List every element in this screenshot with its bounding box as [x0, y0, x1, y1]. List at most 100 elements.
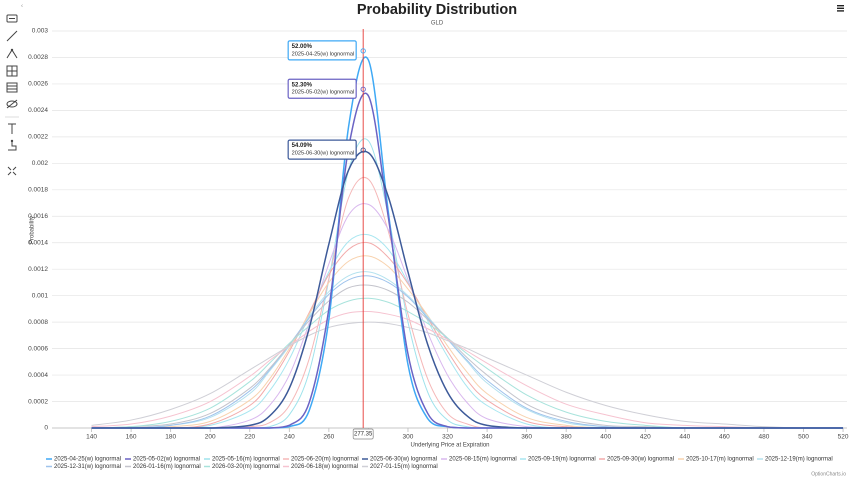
annotation-series: 2025-06-30(w) lognormal	[292, 151, 355, 157]
tool-fullscreen[interactable]	[7, 166, 17, 176]
x-tick-label: 440	[679, 434, 690, 441]
x-tick-label: 460	[719, 434, 730, 441]
y-tick-label: 0.0028	[28, 54, 48, 61]
annotation-value: 52.30%	[292, 82, 313, 88]
legend-item[interactable]: 2025-06-20(m) lognormal	[283, 457, 359, 463]
legend-item[interactable]: 2025-09-30(w) lognormal	[599, 457, 674, 463]
legend-item[interactable]: 2025-05-16(m) lognormal	[204, 457, 280, 463]
legend-label: 2025-12-19(m) lognormal	[765, 457, 833, 463]
tool-line[interactable]	[6, 30, 18, 42]
peak-marker	[360, 48, 366, 54]
x-tick-label: 420	[640, 434, 651, 441]
x-axis-label: Underlying Price at Expiration	[410, 443, 489, 449]
x-tick-label: 480	[759, 434, 770, 441]
annotation-box	[287, 78, 357, 99]
overlay: 277.35 52.00%2025-04-25(w) lognormal 52.30…	[287, 29, 374, 440]
legend-label: 2027-01-15(m) lognormal	[370, 464, 438, 470]
current-price-label: 277.35	[354, 432, 373, 438]
tool-annotate[interactable]	[6, 14, 18, 23]
annotation-value: 52.00%	[292, 44, 313, 50]
legend-label: 2026-06-18(w) lognormal	[291, 464, 358, 470]
y-tick-label: 0.0002	[28, 398, 48, 405]
legend-label: 2025-04-25(w) lognormal	[54, 457, 121, 463]
x-tick-label: 400	[600, 434, 611, 441]
legend-item[interactable]: 2025-08-15(m) lognormal	[441, 457, 517, 463]
series-line	[91, 321, 844, 429]
tool-pattern[interactable]	[6, 82, 18, 93]
legend-item[interactable]: 2026-03-20(m) lognormal	[204, 464, 280, 470]
x-tick-label: 200	[205, 434, 216, 441]
x-tick-label: 260	[323, 434, 334, 441]
series-line	[91, 92, 844, 429]
y-tick-label: 0.003	[32, 28, 49, 35]
annotation-box	[287, 40, 357, 61]
y-axis-label: Probability	[30, 216, 36, 244]
grid: 0 0.0002 0.0004 0.0006 0.0008 0.001 0.0012 0.00…	[28, 28, 849, 441]
legend-label: 2026-01-16(m) lognormal	[133, 464, 201, 470]
chart-title: Probability Distribution	[357, 2, 517, 18]
x-tick-label: 520	[838, 434, 849, 441]
series-line	[91, 241, 844, 429]
legend-item[interactable]: 2026-06-18(w) lognormal	[283, 464, 358, 470]
series-line	[91, 310, 844, 429]
x-tick-label: 500	[798, 434, 809, 441]
legend-item[interactable]: 2025-12-31(w) lognormal	[46, 464, 121, 470]
annotation-value: 54.09%	[292, 143, 313, 149]
legend-item[interactable]: 2025-12-19(m) lognormal	[757, 457, 833, 463]
y-tick-label: 0.0016	[28, 213, 48, 220]
legend: 2025-04-25(w) lognormal 2025-05-02(w) log…	[46, 457, 833, 470]
x-tick-label: 220	[244, 434, 255, 441]
series-line	[91, 275, 844, 429]
toolbar: ‹	[5, 4, 23, 176]
legend-item[interactable]: 2027-01-15(m) lognormal	[362, 464, 438, 470]
current-price-box	[352, 428, 374, 440]
series-line	[91, 203, 844, 429]
collapse-icon[interactable]: ‹	[21, 4, 23, 10]
legend-label: 2025-10-17(m) lognormal	[686, 457, 754, 463]
legend-item[interactable]: 2025-09-19(m) lognormal	[520, 457, 596, 463]
tool-grid[interactable]	[6, 65, 18, 77]
legend-label: 2025-09-30(w) lognormal	[607, 457, 674, 463]
legend-item[interactable]: 2025-10-17(m) lognormal	[678, 457, 754, 463]
x-tick-label: 140	[86, 434, 97, 441]
y-tick-label: 0.0014	[28, 239, 48, 246]
annotation-box	[287, 139, 357, 160]
legend-label: 2025-09-19(m) lognormal	[528, 457, 596, 463]
tool-path[interactable]	[6, 48, 18, 59]
legend-item[interactable]: 2026-01-16(m) lognormal	[125, 464, 201, 470]
legend-label: 2025-12-31(w) lognormal	[54, 464, 121, 470]
x-tick-label: 160	[126, 434, 137, 441]
legend-item[interactable]: 2025-06-30(w) lognormal	[362, 457, 437, 463]
x-tick-label: 380	[561, 434, 572, 441]
chart-subtitle: GLD	[431, 21, 444, 27]
legend-label: 2025-06-30(w) lognormal	[370, 457, 437, 463]
x-tick-label: 340	[482, 434, 493, 441]
y-tick-label: 0.0026	[28, 81, 48, 88]
series-line	[91, 233, 844, 429]
annotation-series: 2025-04-25(w) lognormal	[292, 51, 355, 57]
tool-text[interactable]	[8, 123, 16, 134]
y-tick-label: 0.0012	[28, 266, 48, 273]
x-tick-label: 180	[165, 434, 176, 441]
x-tick-label: 240	[284, 434, 295, 441]
legend-label: 2026-03-20(m) lognormal	[212, 464, 280, 470]
x-tick-label: 320	[442, 434, 453, 441]
tool-measure[interactable]	[8, 139, 17, 151]
series-line	[91, 176, 844, 429]
legend-item[interactable]: 2025-04-25(w) lognormal	[46, 457, 121, 463]
y-tick-label: 0.002	[32, 160, 49, 167]
x-tick-label: 360	[521, 434, 532, 441]
legend-label: 2025-05-02(w) lognormal	[133, 457, 200, 463]
peak-marker	[360, 147, 366, 153]
series-line	[91, 138, 844, 429]
y-tick-label: 0.001	[32, 292, 49, 299]
menu-button[interactable]	[837, 5, 844, 12]
y-tick-label: 0.0024	[28, 107, 48, 114]
x-tick-label: 300	[403, 434, 414, 441]
tool-hide[interactable]	[6, 99, 18, 109]
series-line	[91, 284, 844, 429]
legend-item[interactable]: 2025-05-02(w) lognormal	[125, 457, 200, 463]
legend-label: 2025-08-15(m) lognormal	[449, 457, 517, 463]
legend-label: 2025-06-20(m) lognormal	[291, 457, 359, 463]
